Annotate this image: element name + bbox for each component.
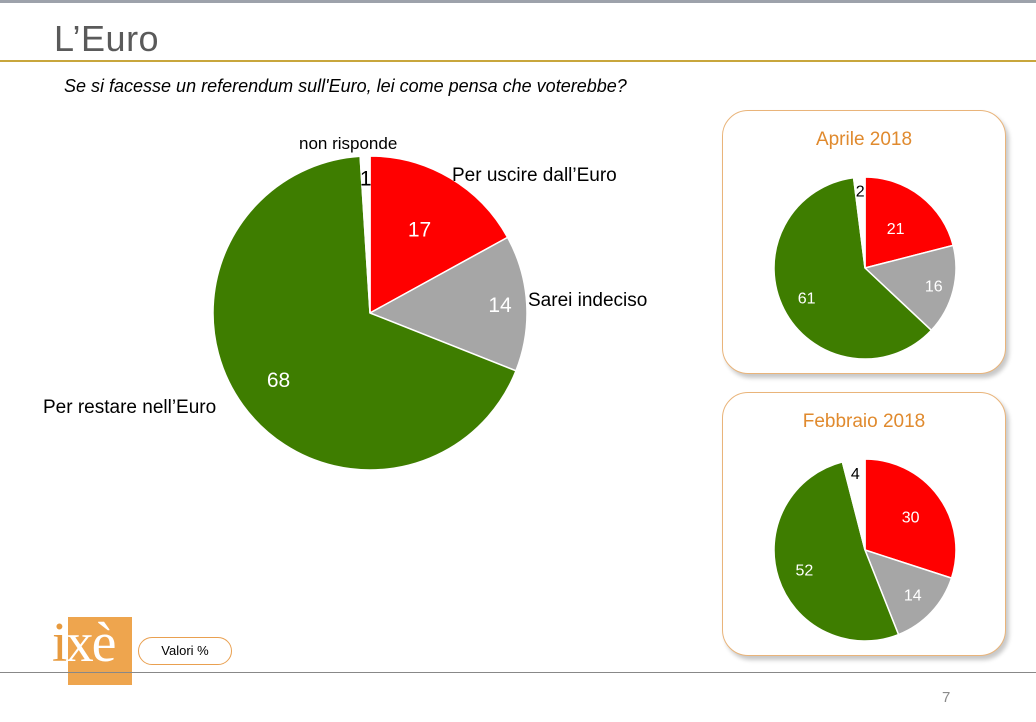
data-label-per-uscire: 21 [887,221,905,238]
data-label-per-restare: 68 [267,369,290,392]
panel-title-febbraio: Febbraio 2018 [802,411,926,432]
slice-non-risponde [852,176,866,269]
data-label-non-risponde: 4 [851,466,860,483]
slice-non-risponde [359,155,371,314]
valori-badge: Valori % [138,637,232,665]
slice-per-uscire [864,458,957,580]
slice-non-risponde [841,458,866,551]
legend-label-sarei-indeciso: Sarei indeciso [528,290,648,311]
slice-sarei-indeciso [863,548,953,636]
slice-per-uscire [369,155,509,315]
data-label-per-uscire: 30 [902,509,920,526]
page-number: 7 [942,689,951,706]
slice-sarei-indeciso [368,236,528,372]
footer-rule [0,672,1036,673]
data-label-per-restare: 61 [798,290,816,307]
data-label-non-risponde: 1 [360,167,372,190]
panel-febbraio-2018: Febbraio 2018 30 14 52 4 [722,392,1006,656]
ixe-logo: ixè [52,612,132,685]
slice-per-restare [773,176,933,360]
slice-sarei-indeciso [863,244,957,332]
legend-label-per-uscire: Per uscire dall’Euro [452,165,617,186]
slice-per-restare [773,460,900,642]
data-label-sarei-indeciso: 14 [488,294,512,317]
aprile-pie-chart: 21 16 61 2 [773,176,957,360]
data-label-sarei-indeciso: 16 [925,278,943,295]
legend-label-non-risponde: non risponde [299,134,398,153]
top-bar [0,0,1036,3]
slice-per-uscire [864,176,955,269]
main-pie-chart: 17 14 68 1 [212,155,528,471]
legend-label-per-restare: Per restare nell’Euro [43,397,217,418]
panel-title-aprile: Aprile 2018 [815,129,913,150]
question-subtitle: Se si facesse un referendum sull'Euro, l… [64,76,627,96]
data-label-per-restare: 52 [796,562,814,579]
title-rule [0,60,1036,62]
panel-aprile-2018: Aprile 2018 21 16 61 2 [722,110,1006,374]
data-label-non-risponde: 2 [856,183,865,200]
data-label-sarei-indeciso: 14 [904,587,922,604]
febbraio-pie-chart: 30 14 52 4 [773,458,957,642]
slice-per-restare [212,155,517,471]
page-title: L’Euro [54,18,160,59]
data-label-per-uscire: 17 [408,219,431,242]
